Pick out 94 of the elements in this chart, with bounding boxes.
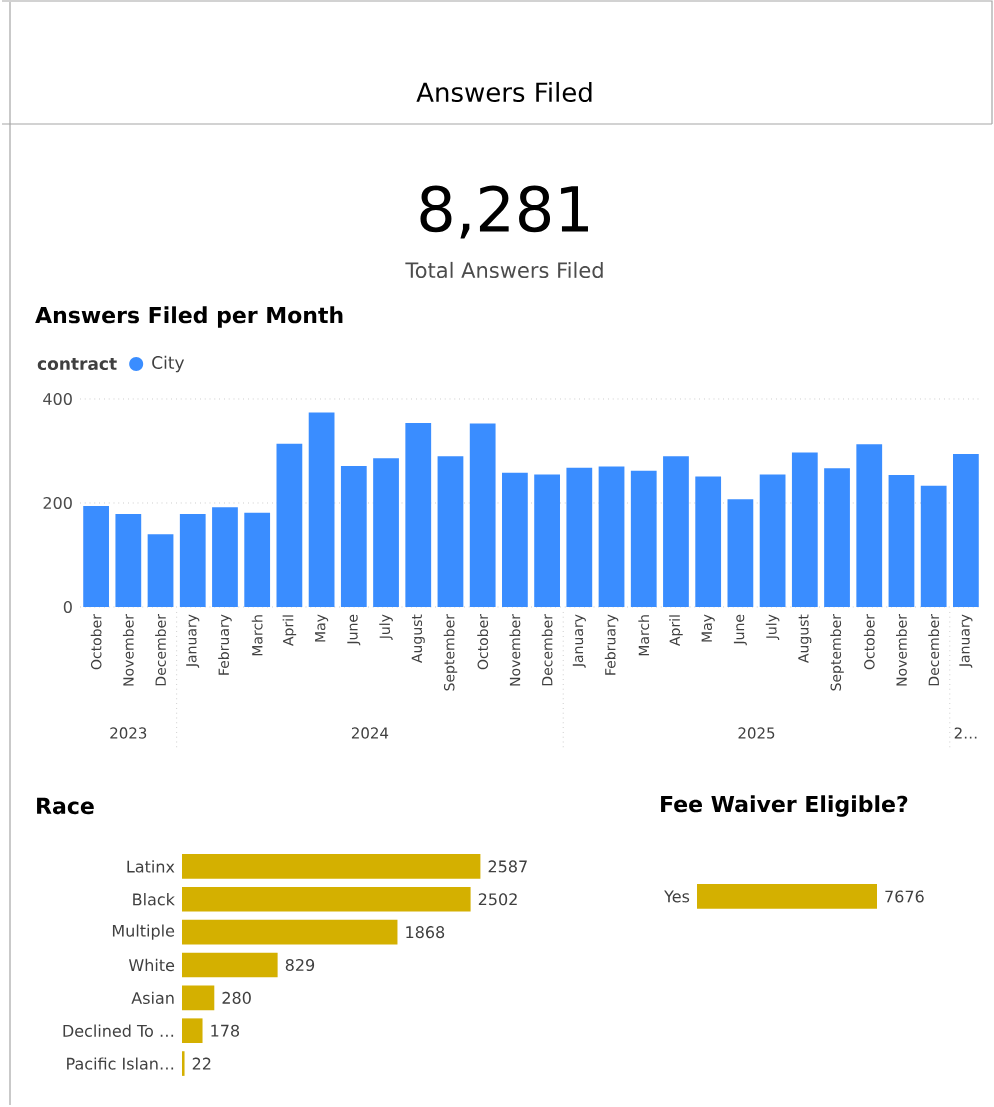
bar	[791, 452, 818, 607]
bar	[856, 444, 883, 607]
chart-title: Fee Waiver Eligible?	[661, 795, 908, 817]
y-tick-label: 200	[43, 496, 72, 510]
x-tick-label: September	[443, 614, 458, 691]
y-tick-label: Latinx	[127, 860, 175, 873]
bar	[182, 919, 398, 945]
bar	[115, 513, 142, 607]
x-tick-label: October	[863, 614, 875, 670]
bar	[469, 423, 496, 607]
chart-title: Race	[37, 797, 94, 815]
x-tick-label: June	[347, 614, 361, 646]
data-label: 22	[192, 1057, 211, 1070]
bar	[182, 952, 278, 978]
bar	[727, 499, 754, 607]
data-label: 1868	[406, 926, 445, 939]
x-tick-label: July	[379, 614, 393, 640]
x-tick-label: December	[541, 614, 553, 686]
legend-label: City	[152, 355, 185, 373]
bar	[598, 466, 625, 607]
bar	[308, 412, 335, 607]
data-label: 7676	[885, 890, 924, 903]
x-tick-label: January	[186, 614, 200, 668]
bar	[630, 470, 657, 607]
x-tick-label: March	[638, 615, 650, 656]
bar	[340, 466, 367, 607]
x-tick-label: August	[798, 614, 812, 663]
legend-title: contract	[37, 357, 117, 371]
y-tick-label: 0	[63, 600, 72, 614]
x-tick-label: March	[251, 615, 263, 656]
bar	[179, 513, 206, 607]
y-tick-label: White	[128, 958, 175, 972]
x-tick-label: December	[155, 614, 166, 686]
x-tick-label: February	[218, 614, 232, 675]
x-tick-label: November	[896, 614, 907, 686]
bar	[405, 422, 432, 607]
bar	[182, 854, 481, 879]
bar	[663, 456, 689, 607]
bar	[244, 512, 271, 607]
y-tick-label: 400	[43, 392, 72, 406]
data-label: 280	[222, 991, 251, 1004]
bar	[437, 456, 464, 607]
x-tick-label: January	[959, 614, 973, 668]
bar	[373, 458, 399, 607]
data-label: 178	[211, 1024, 240, 1037]
x-tick-label: May	[701, 614, 715, 642]
text: 2023	[110, 727, 147, 739]
x-tick-label: April	[669, 615, 683, 646]
bar	[502, 472, 528, 607]
bar	[695, 476, 722, 607]
x-tick-label: February	[604, 614, 619, 675]
text: Answers Filed	[416, 81, 592, 103]
x-tick-label: October	[90, 614, 102, 670]
bar	[182, 985, 215, 1011]
y-tick-label: Yes	[664, 890, 690, 903]
data-label: 2587	[488, 860, 527, 873]
text: 2…	[954, 727, 977, 739]
bar	[147, 534, 174, 607]
bar	[920, 485, 947, 607]
bar	[182, 1051, 185, 1076]
y-tick-label: Asian	[131, 991, 174, 1005]
y-tick-label: Declined To …	[63, 1024, 174, 1037]
bar	[759, 474, 786, 607]
bar	[276, 443, 303, 607]
chart-title: Answers Filed per Month	[35, 306, 343, 328]
x-tick-label: May	[315, 614, 329, 642]
bar	[182, 1018, 203, 1044]
text: 2025	[738, 727, 775, 739]
data-label: 829	[285, 958, 315, 972]
x-tick-label: August	[411, 614, 425, 663]
x-tick-label: April	[282, 615, 297, 646]
bar	[212, 507, 238, 607]
x-tick-label: September	[830, 614, 844, 691]
x-tick-label: December	[928, 614, 940, 686]
bar	[534, 474, 560, 607]
text: 8,281	[420, 185, 588, 239]
y-tick-label: Multiple	[112, 924, 175, 940]
bar	[824, 468, 850, 607]
y-tick-label: Pacific Islan…	[67, 1057, 174, 1070]
bar	[83, 506, 109, 607]
text: Total Answers Filed	[405, 261, 603, 279]
x-tick-label: November	[509, 614, 521, 686]
x-tick-label: November	[122, 614, 134, 686]
bar	[566, 467, 593, 607]
x-tick-label: January	[572, 614, 586, 668]
bar	[953, 454, 979, 607]
x-tick-label: July	[765, 614, 780, 640]
y-tick-label: Black	[133, 893, 175, 906]
text: 2024	[351, 727, 389, 739]
data-label: 2502	[478, 893, 517, 906]
bar	[182, 886, 471, 912]
x-tick-label: June	[733, 614, 747, 646]
x-tick-label: October	[477, 614, 489, 670]
bar	[888, 474, 915, 607]
